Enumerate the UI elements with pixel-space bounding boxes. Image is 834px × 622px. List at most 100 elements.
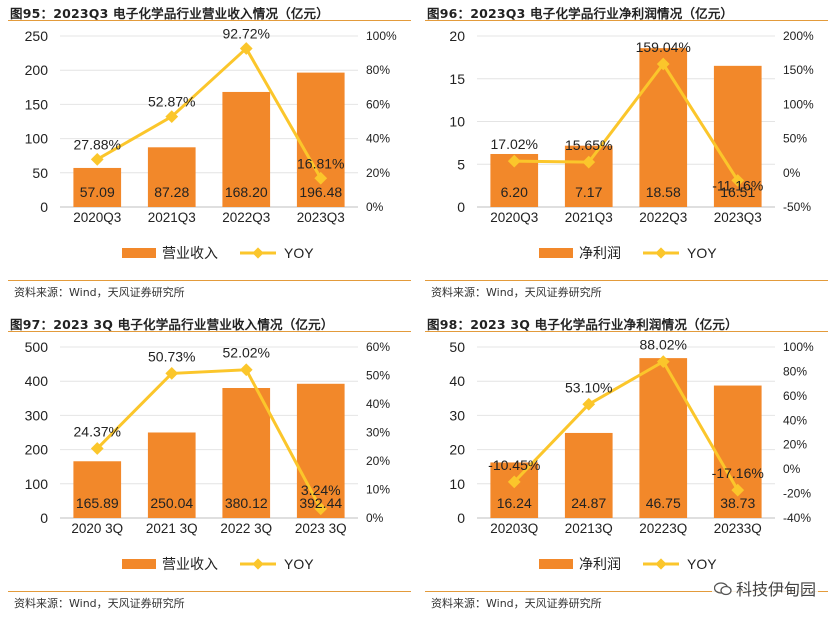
- yoy-point: [165, 367, 179, 380]
- source-divider: [8, 280, 411, 281]
- yoy-value-label: 88.02%: [640, 337, 687, 353]
- bar-value-label: 168.20: [225, 184, 268, 200]
- source-divider: [8, 591, 411, 592]
- x-tick-label: 20233Q: [714, 521, 762, 536]
- x-tick-label: 2023Q3: [714, 210, 762, 225]
- bar-value-label: 7.17: [575, 184, 602, 200]
- yoy-line: [96, 46, 323, 180]
- bar: [639, 358, 688, 518]
- chart-title: 图96：2023Q3 电子化学品行业净利润情况（亿元）: [427, 6, 734, 21]
- bar: [222, 387, 271, 518]
- x-tick-label: 20223Q: [639, 521, 687, 536]
- legend-bar-swatch: [122, 559, 156, 569]
- bar-value-label: 16.24: [497, 495, 532, 511]
- source-note: 资料来源：Wind，天风证券研究所: [14, 286, 185, 299]
- x-tick-label: 2021 3Q: [146, 521, 198, 536]
- legend-line-label: YOY: [284, 245, 314, 261]
- chart-canvas: 0 100 200 300 400 500 0% 10% 20% 30% 40% 50% 60% 2020…: [25, 339, 391, 572]
- y-left-tick-label: 50: [32, 165, 48, 181]
- legend-bar-label: 净利润: [579, 245, 621, 261]
- yoy-point: [314, 171, 328, 185]
- yoy-value-label: 53.10%: [565, 379, 612, 395]
- bar: [73, 167, 122, 207]
- chart-panel-net-profit-3q: 图98：2023 3Q 电子化学品行业净利润情况（亿元） 0 10 20 30 40 50…: [417, 311, 834, 622]
- y-left-tick-label: 20: [449, 28, 465, 44]
- wechat-icon: [713, 581, 732, 596]
- y-left-tick-label: 30: [449, 407, 465, 423]
- legend: 净利润 YOY: [539, 556, 717, 572]
- y-right-tick-label: 40%: [783, 413, 807, 427]
- x-tick-label: 2022Q3: [222, 210, 270, 225]
- y-right-tick-label: 20%: [783, 438, 807, 452]
- yoy-value-label: 92.72%: [223, 25, 270, 41]
- yoy-value-label: 52.87%: [148, 94, 195, 110]
- title-divider: [8, 20, 411, 21]
- bar: [147, 147, 196, 207]
- y-left-tick-label: 0: [40, 510, 48, 526]
- title-divider: [425, 331, 828, 332]
- chart-canvas: 0 10 20 30 40 50 -40% -20% 0% 20% 40% 60% 80% 100% 202…: [449, 337, 814, 572]
- y-right-tick-label: 60%: [783, 389, 807, 403]
- x-tick-label: 2020Q3: [490, 210, 538, 225]
- bar-value-label: 165.89: [76, 495, 119, 511]
- legend-bar-label: 营业收入: [162, 556, 218, 572]
- y-left-tick-label: 200: [25, 62, 49, 78]
- y-left-tick-label: 5: [457, 156, 465, 172]
- legend-line-marker: [655, 558, 667, 570]
- y-left-tick-label: 200: [25, 442, 49, 458]
- x-tick-label: 2023Q3: [297, 210, 345, 225]
- y-right-tick-label: 40%: [366, 397, 390, 411]
- y-right-tick-label: 50%: [783, 132, 807, 146]
- yoy-point: [165, 110, 179, 123]
- bar: [73, 461, 122, 518]
- chart-title: 图95：2023Q3 电子化学品行业营业收入情况（亿元）: [10, 6, 329, 21]
- legend-line-marker: [252, 558, 264, 570]
- y-right-tick-label: 100%: [366, 29, 397, 43]
- y-left-tick-label: 150: [25, 96, 49, 112]
- bar-value-label: 196.48: [299, 184, 342, 200]
- bar-value-label: 380.12: [225, 495, 268, 511]
- x-tick-label: 2022 3Q: [220, 521, 272, 536]
- legend-bar-label: 净利润: [579, 556, 621, 572]
- bar: [147, 432, 196, 518]
- yoy-point: [239, 363, 253, 377]
- y-left-tick-label: 50: [449, 339, 465, 355]
- y-left-tick-label: 10: [449, 114, 465, 130]
- y-right-tick-label: 40%: [366, 132, 390, 146]
- y-left-tick-label: 500: [25, 339, 49, 355]
- x-tick-label: 20203Q: [490, 521, 538, 536]
- yoy-value-label: -17.16%: [712, 465, 764, 481]
- yoy-value-label: 3.24%: [301, 482, 341, 498]
- bar-value-label: 6.20: [501, 184, 528, 200]
- legend-line-label: YOY: [687, 556, 717, 572]
- y-right-tick-label: 0%: [366, 200, 384, 214]
- y-left-tick-label: 100: [25, 476, 49, 492]
- y-left-tick-label: 0: [40, 199, 48, 215]
- y-right-tick-label: 20%: [366, 166, 390, 180]
- yoy-value-label: 27.88%: [74, 136, 121, 152]
- x-tick-label: 2020 3Q: [71, 521, 123, 536]
- yoy-point: [314, 502, 328, 516]
- source-note: 资料来源：Wind，天风证券研究所: [431, 597, 602, 610]
- legend-line-marker: [655, 247, 667, 259]
- watermark: 科技伊甸园: [711, 576, 818, 600]
- x-tick-label: 2021Q3: [148, 210, 196, 225]
- legend: 营业收入 YOY: [122, 556, 314, 572]
- y-right-tick-label: 0%: [783, 166, 801, 180]
- y-left-tick-label: 250: [25, 28, 49, 44]
- y-right-tick-label: 60%: [366, 97, 390, 111]
- y-left-tick-label: 15: [449, 71, 465, 87]
- legend-line-label: YOY: [284, 556, 314, 572]
- yoy-value-label: 50.73%: [148, 348, 195, 364]
- y-right-tick-label: 100%: [783, 97, 814, 111]
- yoy-value-label: 17.02%: [491, 136, 538, 152]
- y-right-tick-label: -50%: [783, 200, 811, 214]
- y-right-tick-label: 30%: [366, 426, 390, 440]
- y-right-tick-label: 10%: [366, 483, 390, 497]
- legend-bar-label: 营业收入: [162, 245, 218, 261]
- bar-value-label: 24.87: [571, 495, 606, 511]
- chart-canvas: 0 50 100 150 200 250 0% 20% 40% 60% 80% 100% 2020Q3 2…: [25, 25, 397, 261]
- x-tick-label: 2023 3Q: [295, 521, 347, 536]
- chart-panel-revenue-3q: 图97：2023 3Q 电子化学品行业营业收入情况（亿元） 0 100 200 300…: [0, 311, 417, 622]
- bar: [296, 383, 345, 518]
